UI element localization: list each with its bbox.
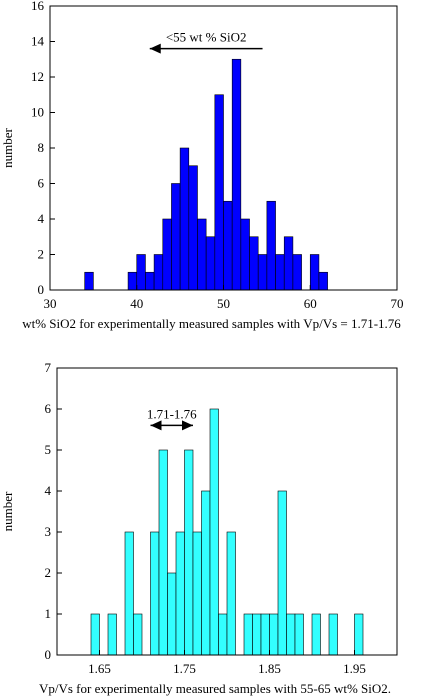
y-tick-label: 4: [38, 211, 45, 226]
histogram-bar: [145, 271, 155, 291]
arrow-head-icon: [182, 420, 193, 431]
histogram-bar: [175, 531, 185, 656]
histogram-bar: [124, 531, 134, 656]
histogram-bar: [84, 271, 94, 291]
y-tick-label: 6: [45, 401, 52, 416]
y-tick-label: 16: [31, 0, 45, 13]
y-tick-label: 2: [38, 247, 45, 262]
x-tick-label: 50: [217, 296, 230, 311]
histogram-bar: [275, 254, 285, 291]
y-axis-title: number: [0, 491, 15, 531]
tick-marks: [49, 5, 398, 291]
x-tick-label: 30: [44, 296, 57, 311]
histogram-bar: [153, 254, 164, 291]
x-tick-label: 1.75: [173, 661, 196, 676]
y-tick-label: 4: [45, 483, 52, 498]
histogram-bar: [243, 613, 253, 656]
histogram-bar: [328, 613, 338, 656]
histogram-bar: [240, 218, 250, 291]
histogram-bar: [283, 236, 294, 291]
histogram-bar: [231, 58, 242, 291]
histogram-bar: [179, 147, 190, 291]
histogram-bar: [294, 613, 304, 656]
x-axis-title: wt% SiO2 for experimentally measured sam…: [22, 316, 401, 331]
y-tick-label: 8: [38, 140, 45, 155]
histogram-bar: [318, 271, 328, 291]
histogram-bar: [171, 183, 181, 291]
x-tick-label: 40: [130, 296, 143, 311]
histogram-bar: [167, 572, 177, 656]
y-tick-label: 1: [45, 606, 52, 621]
x-tick-label: 1.65: [88, 661, 111, 676]
histogram-bar: [269, 613, 279, 656]
sio2-histogram: 30 40 50 60 70 0 2 4 6 8 10 12 14 16 <55 wt % SiO2 w…: [0, 0, 404, 331]
histogram-bar: [277, 490, 287, 656]
x-tick-label: 1.85: [258, 661, 281, 676]
y-tick-label: 0: [45, 647, 52, 662]
x-tick-label: 1.95: [343, 661, 366, 676]
annotation-label: <55 wt % SiO2: [166, 30, 247, 45]
arrow-head-icon: [149, 43, 161, 54]
histogram-bar: [150, 531, 160, 656]
sio2-annotation: <55 wt % SiO2: [149, 30, 263, 54]
histogram-bar: [292, 254, 302, 291]
y-tick-label: 12: [31, 69, 44, 84]
arrow-head-icon: [150, 420, 162, 431]
y-tick-label: 6: [38, 176, 45, 191]
histogram-bar: [252, 613, 262, 656]
vpvs-annotation: 1.71-1.76: [147, 406, 197, 431]
x-tick-label: 60: [304, 296, 317, 311]
histogram-bar: [214, 94, 224, 291]
x-tick-label: 70: [391, 296, 404, 311]
histogram-bar: [286, 613, 296, 656]
histogram-bar: [311, 613, 321, 656]
y-tick-label: 7: [45, 360, 52, 375]
arrow-head-icon: [149, 43, 161, 54]
histogram-bar: [136, 254, 146, 291]
arrow-head-icon: [150, 420, 193, 431]
x-axis-title: Vp/Vs for experimentally measured sample…: [39, 681, 391, 696]
y-tick-label: 14: [31, 34, 45, 49]
y-tick-label: 2: [45, 565, 52, 580]
histogram-bar: [158, 449, 168, 656]
histogram-bar: [209, 408, 219, 656]
histogram-bar: [205, 236, 216, 291]
histogram-bar: [309, 254, 320, 291]
annotation-label: 1.71-1.76: [147, 406, 197, 421]
x-tick-labels: 1.65 1.75 1.85 1.95: [88, 661, 366, 676]
histogram-bar: [266, 200, 276, 291]
vpvs-bars: [90, 408, 364, 656]
y-tick-label: 3: [45, 524, 52, 539]
histogram-bar: [192, 531, 202, 656]
y-tick-labels: 0 1 2 3 4 5 6 7: [45, 360, 52, 662]
histogram-bar: [188, 165, 198, 291]
histogram-bar: [90, 613, 100, 656]
histogram-bar: [201, 490, 211, 656]
y-tick-label: 5: [45, 442, 52, 457]
y-tick-label: 0: [38, 282, 45, 297]
histogram-bar: [127, 271, 138, 291]
y-tick-label: 10: [31, 105, 44, 120]
histogram-bar: [133, 613, 143, 656]
plot-frame: [56, 367, 398, 656]
histogram-bar: [354, 613, 364, 656]
histogram-bar: [260, 613, 270, 656]
histogram-bar: [226, 531, 236, 656]
histogram-bar: [218, 613, 228, 656]
histogram-bar: [184, 449, 194, 656]
x-tick-labels: 30 40 50 60 70: [44, 296, 404, 311]
histogram-bar: [162, 218, 172, 291]
y-axis-title: number: [0, 127, 15, 167]
vpvs-histogram: 1.65 1.75 1.85 1.95 0 1 2 3 4 5 6 7 1.71-1.76 Vp/V…: [0, 360, 398, 696]
sio2-bars: [84, 58, 328, 291]
histogram-bar: [107, 613, 117, 656]
histogram-bar: [257, 254, 268, 291]
tick-marks: [57, 367, 355, 656]
histogram-bar: [197, 218, 207, 291]
histogram-bar: [249, 236, 259, 291]
y-tick-labels: 0 2 4 6 8 10 12 14 16: [31, 0, 45, 297]
histogram-bar: [223, 200, 233, 291]
